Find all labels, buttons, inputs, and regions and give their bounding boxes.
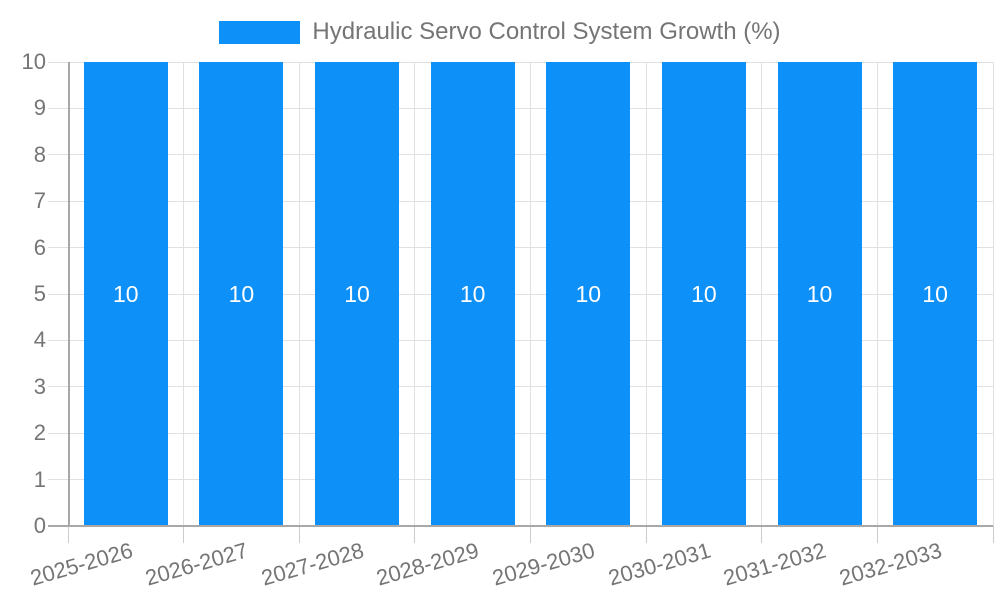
- chart-legend: Hydraulic Servo Control System Growth (%…: [0, 18, 1000, 46]
- v-gridline: [530, 62, 531, 526]
- v-gridline: [414, 62, 416, 526]
- x-axis-label: 2030-2031: [605, 537, 714, 591]
- y-axis-label: 8: [33, 141, 46, 167]
- x-axis-label: 2028-2029: [373, 537, 482, 591]
- x-tick: [183, 526, 185, 543]
- y-axis-label: 4: [33, 327, 46, 353]
- h-gridline: [48, 247, 993, 249]
- bar-value-label: 10: [806, 281, 833, 307]
- x-axis-label: 2026-2027: [142, 537, 251, 591]
- x-axis-label: 2029-2030: [489, 537, 598, 591]
- y-axis-label: 3: [33, 373, 46, 399]
- y-axis-line: [68, 62, 70, 526]
- x-axis-line: [48, 525, 993, 527]
- bar: 10: [199, 62, 284, 526]
- bar-value-label: 10: [922, 281, 948, 307]
- y-axis-label: 2: [33, 420, 46, 446]
- h-gridline: [48, 386, 993, 388]
- bar: 10: [315, 62, 400, 526]
- legend-label: Hydraulic Servo Control System Growth (%…: [312, 18, 781, 45]
- v-gridline: [761, 62, 763, 526]
- bar-value-label: 10: [228, 281, 255, 307]
- h-gridline: [48, 479, 993, 481]
- bar: 10: [893, 62, 978, 526]
- v-gridline: [645, 62, 647, 526]
- y-axis-label: 5: [33, 281, 46, 306]
- h-gridline: [48, 200, 993, 202]
- x-tick: [992, 526, 994, 543]
- bar-value-label: 10: [344, 281, 370, 307]
- bar: 10: [777, 62, 862, 526]
- x-tick: [761, 526, 763, 543]
- bar-value-label: 10: [575, 281, 602, 307]
- x-axis-label: 2027-2028: [258, 537, 367, 591]
- y-axis-label: 6: [33, 234, 46, 260]
- v-gridline: [992, 62, 994, 526]
- x-axis-label: 2025-2026: [27, 537, 136, 591]
- h-gridline: [48, 293, 993, 295]
- bar-value-label: 10: [691, 281, 717, 307]
- x-tick: [645, 526, 647, 543]
- bar: 10: [83, 62, 168, 526]
- h-gridline: [48, 339, 993, 341]
- y-axis-label: 0: [33, 513, 46, 538]
- bar: 10: [430, 62, 515, 526]
- y-axis-label: 7: [33, 188, 46, 214]
- v-gridline: [183, 62, 185, 526]
- bar: 10: [546, 62, 631, 526]
- plot-area: 10 10 10 10 10 10 10 10: [48, 61, 994, 543]
- legend-swatch: [219, 20, 301, 44]
- h-gridline: [48, 61, 993, 63]
- bar-value-label: 10: [459, 281, 486, 307]
- x-tick: [876, 526, 878, 543]
- x-axis-label: 2031-2032: [720, 537, 829, 591]
- y-axis-label: 1: [33, 466, 46, 492]
- y-axis-label: 10: [21, 49, 46, 74]
- x-tick: [298, 526, 300, 543]
- y-axis-label: 9: [33, 95, 46, 121]
- x-tick: [414, 526, 416, 543]
- h-gridline: [48, 107, 993, 109]
- h-gridline: [48, 154, 993, 156]
- x-axis-label: 2032-2033: [836, 537, 945, 591]
- bar-value-label: 10: [113, 281, 139, 307]
- v-gridline: [298, 62, 300, 526]
- h-gridline: [48, 432, 993, 434]
- x-tick: [67, 526, 69, 543]
- v-gridline: [876, 62, 878, 526]
- bar: 10: [661, 62, 746, 526]
- x-tick: [530, 526, 531, 543]
